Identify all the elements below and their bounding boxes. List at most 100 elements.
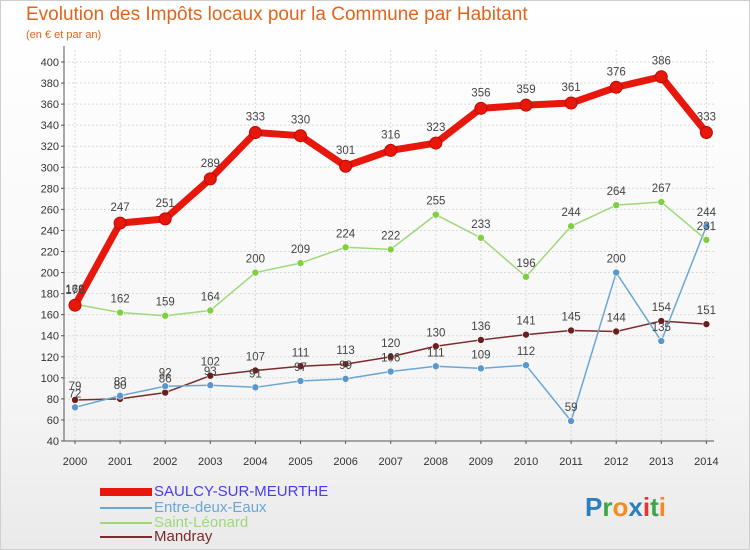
x-tick-label: 2010: [514, 456, 538, 468]
series-point-1: [341, 375, 350, 383]
y-tick-label: 40: [47, 436, 59, 448]
series-point-2: [657, 198, 666, 206]
series-point-3: [341, 360, 350, 368]
y-tick-label: 320: [41, 141, 59, 153]
x-tick-label: 2014: [694, 456, 718, 468]
data-label-0: 386: [652, 56, 671, 68]
x-tick-label: 2002: [153, 456, 177, 468]
y-tick-label: 180: [41, 289, 59, 301]
data-label-1: 109: [471, 349, 490, 361]
data-label-0: 323: [426, 122, 445, 134]
data-label-2: 159: [156, 297, 175, 309]
data-label-3: 136: [471, 321, 490, 333]
data-label-0: 333: [697, 112, 716, 124]
legend-swatch-mandray: [100, 536, 152, 538]
data-label-1: 93: [204, 366, 217, 378]
series-layer: [68, 70, 713, 425]
data-label-1: 112: [517, 346, 535, 358]
series-point-3: [522, 330, 530, 339]
series-point-2: [251, 268, 260, 277]
x-tick-label: 2007: [378, 456, 402, 468]
x-tick-label: 2004: [243, 456, 267, 468]
data-label-0: 247: [111, 202, 130, 214]
data-label-0: 376: [607, 66, 626, 78]
data-label-layer: 79 80 86 102 107 111 113 120 130 136 141 145 144 154 1…: [65, 56, 716, 414]
y-tick-label: 280: [41, 183, 59, 195]
data-label-1: 244: [697, 207, 717, 219]
y-tick-label: 200: [41, 268, 59, 280]
legend-label-entre-deux-eaux: Entre-deux-Eaux: [154, 499, 267, 516]
data-label-3: 141: [516, 316, 535, 328]
series-point-0: [519, 98, 533, 112]
y-tick-label: 240: [41, 225, 59, 237]
series-point-2: [206, 306, 215, 315]
x-tick-label: 2001: [108, 456, 132, 468]
series-point-3: [567, 326, 575, 335]
data-label-1: 97: [294, 362, 307, 374]
y-tick-label: 360: [41, 99, 59, 111]
series-point-1: [477, 364, 485, 373]
y-tick-label: 220: [41, 247, 59, 259]
series-point-0: [564, 96, 578, 110]
series-point-3: [71, 396, 79, 404]
data-label-1: 99: [339, 360, 352, 372]
data-label-2: 170: [65, 285, 84, 297]
data-label-3: 145: [562, 311, 581, 323]
series-point-2: [522, 272, 530, 281]
data-label-2: 200: [246, 254, 265, 266]
series-point-0: [113, 216, 127, 230]
y-tick-label: 60: [47, 415, 59, 427]
series-point-1: [206, 381, 215, 390]
data-label-2: 222: [381, 230, 400, 242]
series-point-2: [702, 236, 711, 244]
logo-letter: i: [658, 492, 666, 522]
x-tick-label: 2006: [333, 456, 357, 468]
data-label-1: 106: [381, 353, 400, 365]
series-point-1: [251, 383, 260, 392]
data-label-1: 111: [427, 347, 444, 359]
data-label-3: 130: [426, 327, 445, 339]
logo-letter: o: [612, 492, 629, 522]
data-label-1: 72: [69, 388, 82, 400]
y-tick-label: 300: [41, 162, 59, 174]
series-point-3: [296, 362, 305, 371]
data-label-1: 83: [114, 377, 127, 389]
series-point-2: [386, 245, 395, 254]
logo-letter: P: [585, 492, 603, 522]
series-point-0: [429, 136, 443, 150]
y-tick-label: 100: [41, 373, 59, 385]
series-point-3: [657, 317, 666, 325]
series-point-1: [702, 222, 711, 231]
data-label-1: 92: [159, 367, 172, 379]
y-tick-label: 120: [41, 352, 59, 364]
data-label-1: 59: [565, 402, 578, 414]
series-point-0: [248, 126, 262, 140]
series-point-2: [431, 210, 440, 219]
series-point-3: [702, 320, 711, 328]
x-tick-label: 2013: [649, 456, 673, 468]
y-tick-label: 340: [41, 120, 59, 132]
proxiti-logo: Proxiti: [585, 492, 666, 523]
series-point-1: [522, 361, 530, 370]
data-label-3: 154: [652, 302, 672, 314]
data-label-0: 359: [516, 84, 535, 96]
data-label-2: 196: [516, 258, 535, 270]
x-tick-label: 2005: [288, 456, 312, 468]
x-tick-label: 2000: [63, 456, 87, 468]
data-label-0: 251: [156, 198, 175, 210]
data-label-3: 113: [336, 345, 354, 357]
data-label-1: 200: [607, 254, 626, 266]
y-tick-label: 260: [41, 204, 59, 216]
series-point-3: [612, 327, 621, 336]
data-label-0: 330: [291, 115, 310, 127]
axis-layer: 40 60 80 100 120 140 160 180 200 220 240 260 280 300 3…: [41, 46, 719, 468]
data-label-0: 333: [246, 112, 265, 124]
logo-letter: i: [642, 492, 651, 522]
y-tick-label: 380: [41, 78, 59, 90]
legend-label-saint-leonard: Saint-Léonard: [154, 514, 249, 531]
data-label-2: 264: [607, 186, 627, 198]
series-point-3: [161, 388, 169, 397]
data-label-3: 151: [697, 305, 716, 317]
logo-letter: t: [650, 492, 659, 522]
